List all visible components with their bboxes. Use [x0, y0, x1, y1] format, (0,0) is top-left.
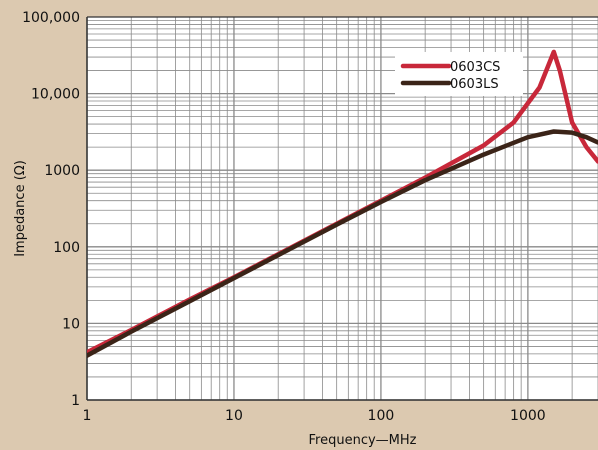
y-tick-label: 10 [62, 316, 80, 332]
series-lines [87, 49, 598, 358]
x-tick-label: 100 [368, 408, 395, 424]
axes [86, 16, 598, 401]
legend-box [395, 52, 523, 96]
x-tick-label: 10 [225, 408, 243, 424]
y-tick-label: 1000 [44, 163, 80, 179]
y-tick-labels: 1 10 100 1000 10,000 100,000 [22, 10, 80, 409]
legend-label: 0603CS [450, 60, 500, 75]
x-tick-label: 1000 [510, 408, 546, 424]
x-tick-labels: 1 10 100 1000 [83, 408, 546, 424]
legend: 0603CS 0603LS [395, 52, 523, 96]
y-tick-label: 100,000 [22, 10, 80, 26]
series-line-0603LS [87, 129, 598, 358]
y-axis-label: Impedance (Ω) [13, 160, 28, 257]
x-axis-label: Frequency—MHz [309, 433, 417, 448]
x-tick-label: 1 [83, 408, 92, 424]
y-tick-label: 10,000 [31, 87, 80, 103]
legend-label: 0603LS [450, 77, 499, 92]
grid [86, 17, 598, 401]
y-tick-label: 1 [71, 393, 80, 409]
y-tick-label: 100 [53, 240, 80, 256]
